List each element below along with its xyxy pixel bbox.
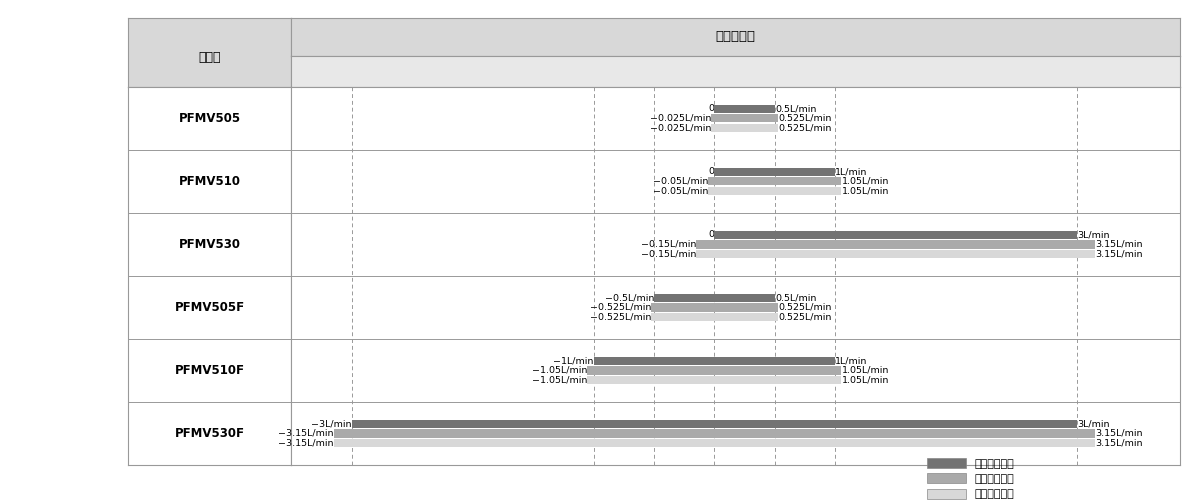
Text: PFMV510: PFMV510: [179, 175, 241, 188]
Text: −1.05L/min: −1.05L/min: [532, 376, 587, 384]
Text: 1L/min: 1L/min: [835, 356, 867, 365]
Bar: [708, 187, 841, 196]
Text: 0.5L/min: 0.5L/min: [775, 293, 816, 302]
Text: 流量レンジ: 流量レンジ: [715, 30, 756, 43]
Text: −3.15L/min: −3.15L/min: [278, 439, 333, 448]
Text: 3.15L/min: 3.15L/min: [1095, 439, 1143, 448]
Text: PFMV505F: PFMV505F: [175, 301, 244, 314]
Text: センサ: センサ: [199, 51, 220, 64]
Text: −0.15L/min: −0.15L/min: [641, 250, 696, 258]
Bar: [587, 366, 841, 374]
Text: 0: 0: [708, 104, 714, 113]
Bar: [593, 356, 835, 365]
Bar: [712, 124, 778, 132]
Text: −1.05L/min: −1.05L/min: [532, 366, 587, 375]
Text: 3L/min: 3L/min: [1077, 230, 1109, 239]
Text: PFMV510F: PFMV510F: [175, 364, 244, 377]
Bar: [696, 250, 1095, 258]
Text: 0.525L/min: 0.525L/min: [778, 114, 831, 123]
Text: 1.05L/min: 1.05L/min: [841, 177, 889, 186]
Text: 0.525L/min: 0.525L/min: [778, 303, 831, 312]
Bar: [708, 178, 841, 186]
Bar: [333, 430, 1095, 438]
Text: −0.05L/min: −0.05L/min: [653, 177, 708, 186]
Text: −0.05L/min: −0.05L/min: [653, 186, 708, 196]
Text: 0: 0: [708, 230, 714, 239]
Text: −3.15L/min: −3.15L/min: [278, 429, 333, 438]
Bar: [654, 294, 775, 302]
Bar: [587, 376, 841, 384]
Text: −0.15L/min: −0.15L/min: [641, 240, 696, 249]
Text: 3L/min: 3L/min: [1077, 419, 1109, 428]
Text: 1.05L/min: 1.05L/min: [841, 186, 889, 196]
Bar: [714, 168, 835, 175]
Text: −0.525L/min: −0.525L/min: [589, 312, 651, 322]
Text: 0: 0: [708, 167, 714, 176]
Bar: [712, 114, 778, 122]
Text: PFMV530F: PFMV530F: [175, 427, 244, 440]
Text: −0.025L/min: −0.025L/min: [651, 114, 712, 123]
Bar: [651, 304, 778, 312]
Text: 1.05L/min: 1.05L/min: [841, 366, 889, 375]
Text: −0.025L/min: −0.025L/min: [651, 124, 712, 132]
Bar: [352, 420, 1077, 428]
Text: −0.525L/min: −0.525L/min: [589, 303, 651, 312]
Text: −0.5L/min: −0.5L/min: [605, 293, 654, 302]
Text: 0.525L/min: 0.525L/min: [778, 124, 831, 132]
Text: 0.5L/min: 0.5L/min: [775, 104, 816, 113]
Text: 3.15L/min: 3.15L/min: [1095, 250, 1143, 258]
Text: 1L/min: 1L/min: [835, 167, 867, 176]
Text: 3.15L/min: 3.15L/min: [1095, 429, 1143, 438]
Text: −3L/min: −3L/min: [311, 419, 352, 428]
Bar: [714, 104, 775, 112]
Bar: [651, 313, 778, 322]
Bar: [696, 240, 1095, 248]
Text: PFMV505: PFMV505: [179, 112, 241, 125]
Text: 3.15L/min: 3.15L/min: [1095, 240, 1143, 249]
Text: PFMV530: PFMV530: [179, 238, 241, 251]
Text: 1.05L/min: 1.05L/min: [841, 376, 889, 384]
Text: −1L/min: −1L/min: [553, 356, 593, 365]
Bar: [714, 230, 1077, 238]
Bar: [333, 439, 1095, 448]
Text: 0.525L/min: 0.525L/min: [778, 312, 831, 322]
Legend: 定格流量範囲, 表示可能範囲, 設定可能範囲: 定格流量範囲, 表示可能範囲, 設定可能範囲: [926, 458, 1015, 500]
